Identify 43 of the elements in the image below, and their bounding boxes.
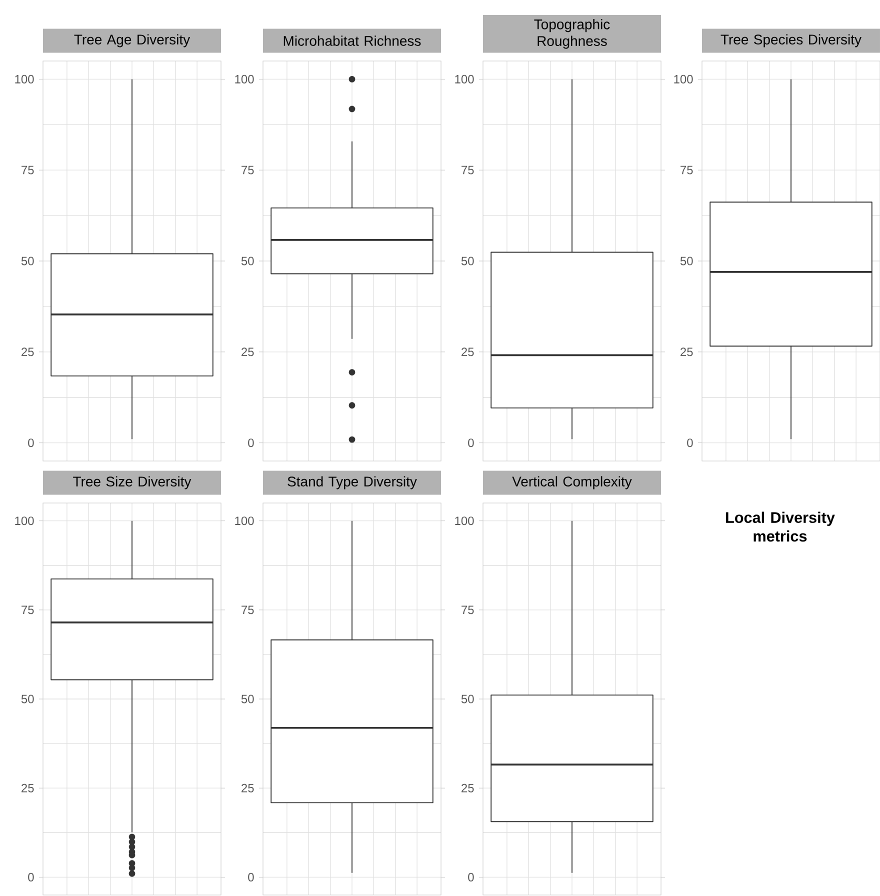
y-tick-label: 75 [242, 166, 254, 174]
y-tick-label: 100 [235, 516, 254, 526]
chart-title: Tree Age Diversity [74, 34, 190, 48]
y-tick-label: 100 [15, 516, 34, 526]
y-tick-label: 75 [462, 606, 474, 614]
y-tick-label: 25 [462, 348, 474, 356]
y-tick-label: 0 [28, 438, 34, 448]
text: Local Diversity metrics [726, 512, 835, 542]
y-tick-label: 0 [687, 438, 693, 448]
y-tick-label: 100 [455, 74, 474, 84]
chart-title: Tree Species Diversity [720, 34, 862, 48]
y-tick-label: 50 [241, 694, 254, 704]
y-tick-label: 0 [248, 438, 254, 448]
y-tick-label: 50 [21, 694, 34, 704]
chart-title: Microhabitat Richness [284, 36, 421, 46]
y-tick-label: 25 [242, 348, 254, 356]
y-tick-label: 75 [242, 606, 254, 614]
y-tick-label: 25 [462, 784, 474, 792]
chart-title: Stand Type Diversity [288, 476, 417, 490]
chart-title: Tree Size Diversity [73, 476, 192, 490]
y-tick-label: 50 [461, 694, 474, 704]
y-tick-label: 75 [462, 166, 474, 174]
y-tick-label: 100 [674, 74, 693, 84]
y-tick-label: 50 [680, 256, 693, 266]
y-tick-label: 75 [680, 166, 693, 174]
y-tick-label: 25 [680, 348, 693, 356]
y-tick-label: 75 [22, 166, 34, 174]
y-tick-label: 0 [468, 872, 474, 882]
y-tick-label: 100 [235, 74, 254, 84]
y-tick-label: 100 [455, 516, 474, 526]
y-tick-label: 75 [22, 606, 34, 614]
y-tick-label: 25 [242, 784, 254, 792]
y-tick-label: 50 [461, 256, 474, 266]
chart-title: Vertical Complexity [512, 476, 632, 490]
chart-title: Topographic Roughness [534, 19, 610, 49]
y-tick-label: 100 [15, 74, 34, 84]
y-tick-label: 0 [468, 438, 474, 448]
y-tick-label: 0 [28, 872, 34, 882]
y-tick-label: 0 [248, 872, 254, 882]
y-tick-label: 50 [21, 256, 34, 266]
y-tick-label: 50 [241, 256, 254, 266]
y-tick-label: 25 [22, 348, 34, 356]
y-tick-label: 25 [22, 784, 34, 792]
